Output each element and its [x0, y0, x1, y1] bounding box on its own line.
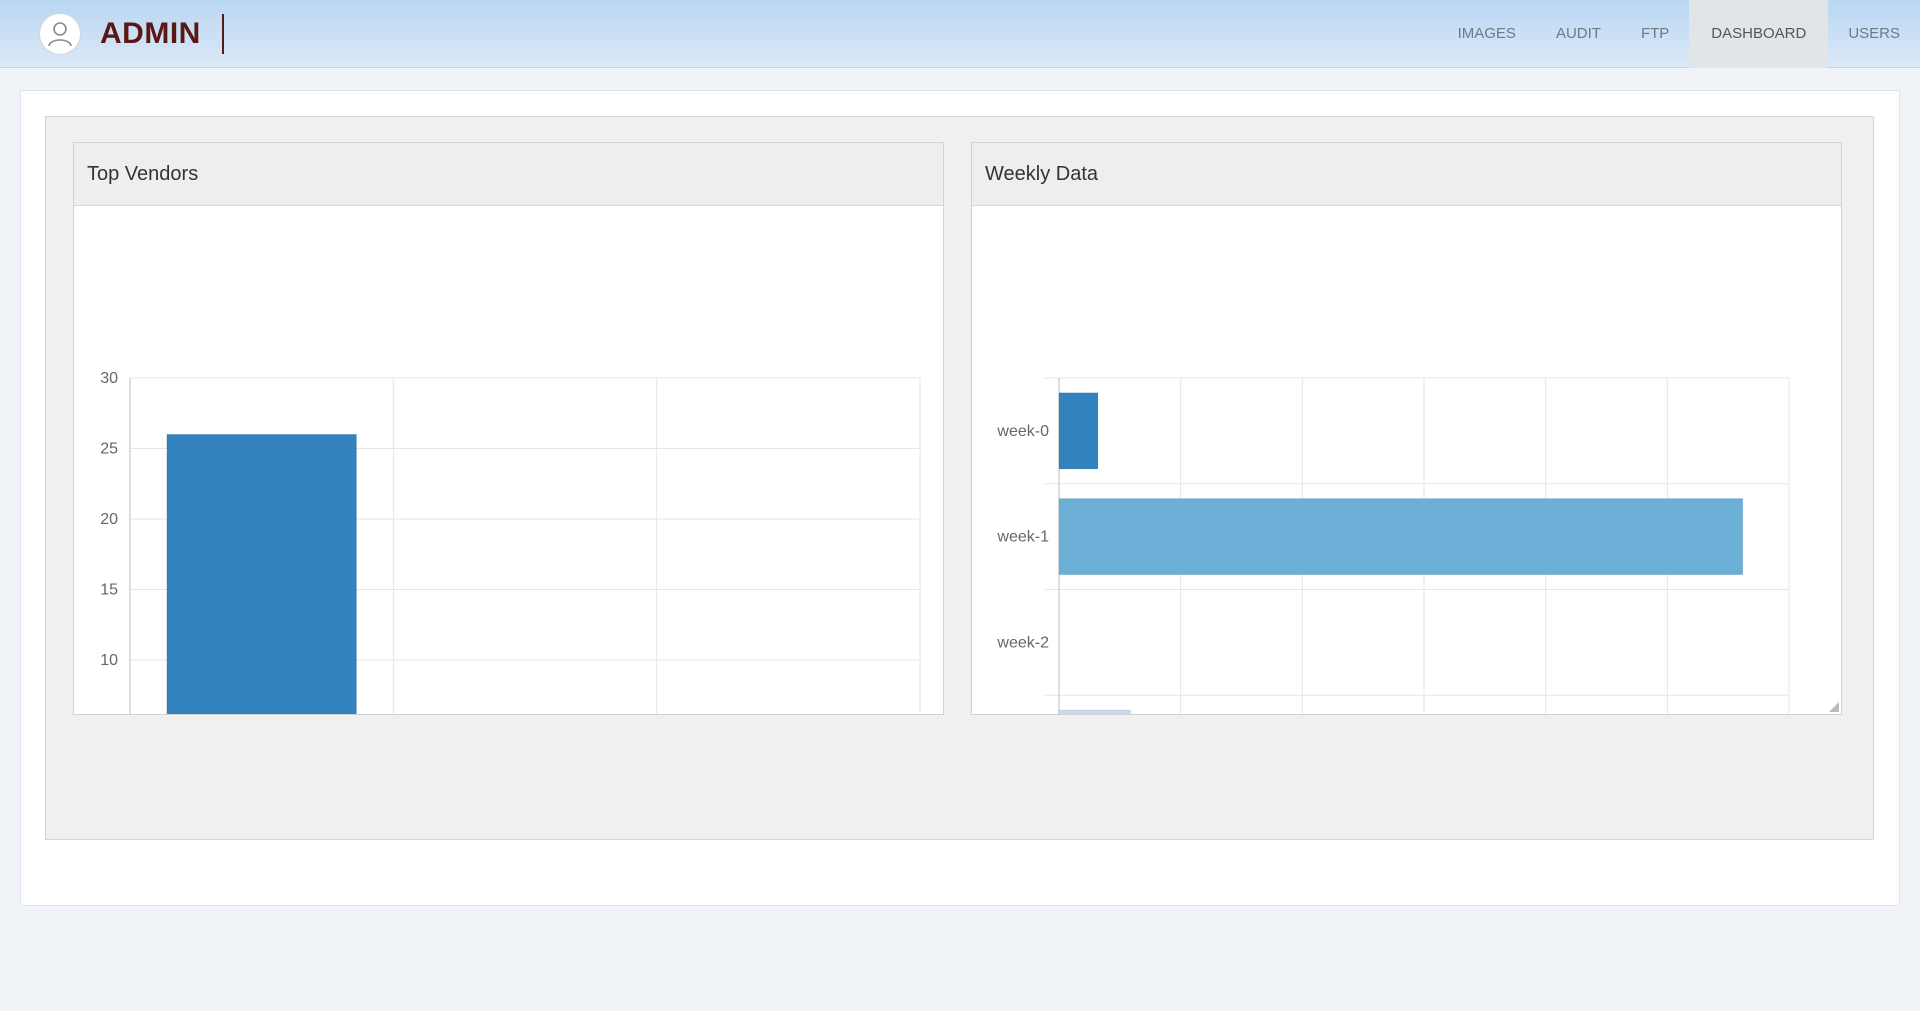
weekly-data-card: Weekly Data 0500000100000015000002000000… — [971, 142, 1842, 715]
top-vendors-card: Top Vendors 051015202530new-vendorAPPLEr… — [73, 142, 944, 715]
resize-handle[interactable] — [1829, 702, 1839, 712]
bar — [166, 433, 357, 714]
user-avatar-icon[interactable] — [39, 13, 81, 55]
y-tick-label: week-0 — [996, 423, 1049, 440]
nav-item-audit[interactable]: AUDIT — [1555, 25, 1601, 42]
y-tick-label: 25 — [100, 441, 118, 458]
nav-item-images[interactable]: IMAGES — [1457, 25, 1516, 42]
nav-item-users[interactable]: USERS — [1848, 25, 1900, 42]
y-tick-label: 10 — [100, 652, 118, 669]
top-vendors-chart: 051015202530new-vendorAPPLErest-api — [100, 370, 921, 714]
nav-item-ftp[interactable]: FTP — [1640, 25, 1670, 42]
y-tick-label: week-2 — [996, 634, 1049, 651]
y-tick-label: week-1 — [996, 529, 1049, 546]
app-title: ADMIN — [100, 17, 201, 50]
main-nav: IMAGES AUDIT FTP DASHBOARD USERS — [1438, 0, 1920, 68]
bar — [1058, 498, 1744, 576]
brand: ADMIN — [39, 13, 224, 55]
bar — [1058, 709, 1132, 714]
weekly-data-chart: 0500000100000015000002000000250000030000… — [996, 377, 1790, 714]
card-title: Weekly Data — [972, 143, 1841, 206]
bar — [1058, 392, 1099, 470]
top-navbar: ADMIN IMAGES AUDIT FTP DASHBOARD USERS — [0, 0, 1920, 68]
brand-divider — [221, 14, 224, 54]
y-tick-label: 20 — [100, 511, 118, 528]
card-title: Top Vendors — [74, 143, 943, 206]
nav-item-dashboard[interactable]: DASHBOARD — [1689, 0, 1829, 68]
y-tick-label: 15 — [100, 582, 118, 599]
y-tick-label: 30 — [100, 370, 118, 387]
